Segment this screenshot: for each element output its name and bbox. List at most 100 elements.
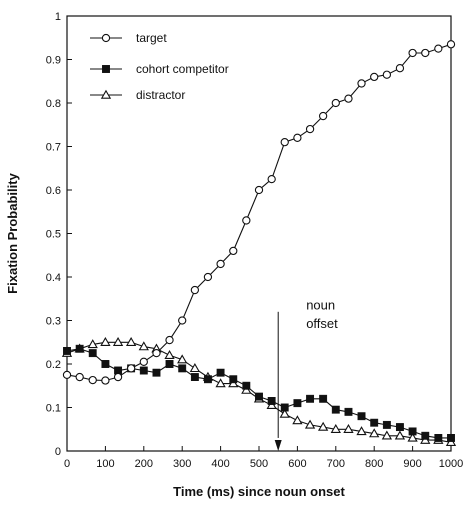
- y-axis-title: Fixation Probability: [5, 172, 20, 293]
- data-point: [189, 363, 201, 373]
- x-tick-label: 600: [288, 458, 306, 470]
- data-point: [382, 420, 391, 429]
- data-point: [138, 341, 149, 351]
- data-point: [382, 70, 392, 79]
- data-point: [216, 368, 225, 377]
- data-point: [242, 381, 251, 390]
- legend-marker: [101, 33, 111, 43]
- data-point: [267, 397, 276, 405]
- y-tick-label: 0.5: [46, 229, 61, 241]
- legend: target cohort competitor distractor: [90, 31, 229, 102]
- data-point: [88, 349, 97, 358]
- legend-label: cohort competitor: [136, 62, 229, 76]
- data-point: [165, 335, 174, 345]
- x-tick-label: 0: [64, 458, 70, 470]
- annotation-noun-label: noun: [306, 298, 335, 313]
- legend-label: distractor: [136, 88, 185, 102]
- x-tick-label: 1000: [439, 458, 463, 470]
- data-point: [203, 272, 213, 282]
- data-point: [254, 185, 264, 195]
- annotation-layer: noun offset: [274, 298, 338, 451]
- data-point: [139, 366, 148, 375]
- y-tick-label: 0.4: [46, 272, 61, 284]
- y-tick-label: 0.7: [46, 142, 61, 154]
- data-point: [369, 428, 380, 438]
- data-point: [165, 360, 174, 368]
- data-point: [394, 430, 406, 440]
- data-point: [88, 375, 97, 385]
- data-point: [408, 427, 417, 436]
- data-point: [62, 370, 72, 380]
- data-point: [421, 48, 430, 58]
- data-point: [215, 378, 226, 388]
- legend-item-cohort-competitor: cohort competitor: [90, 62, 229, 76]
- data-point: [75, 344, 84, 353]
- data-point: [279, 408, 290, 418]
- data-point: [113, 372, 123, 382]
- data-point: [318, 111, 328, 121]
- y-tick-label: 0.2: [46, 359, 61, 371]
- y-tick-label: 0.3: [46, 316, 61, 328]
- data-point: [293, 399, 302, 408]
- data-point: [395, 64, 405, 73]
- data-point: [242, 216, 251, 225]
- data-point: [343, 423, 354, 433]
- data-point: [446, 40, 456, 49]
- data-point: [357, 79, 366, 88]
- series-layer: [61, 40, 457, 447]
- data-point: [75, 372, 84, 382]
- data-point: [330, 423, 341, 433]
- data-point: [177, 354, 188, 364]
- data-point: [304, 419, 316, 429]
- annotation-arrowhead: [274, 440, 282, 451]
- data-point: [319, 394, 328, 403]
- series-line: [66, 341, 452, 443]
- data-point: [100, 336, 111, 346]
- data-point: [63, 347, 71, 355]
- legend-label: target: [136, 31, 167, 45]
- x-tick-label: 200: [135, 458, 153, 470]
- x-tick-label: 900: [403, 458, 421, 470]
- data-point: [331, 405, 340, 414]
- data-point: [87, 339, 98, 349]
- y-tick-label: 0: [55, 446, 61, 458]
- y-tick-label: 0.6: [46, 185, 61, 197]
- data-point: [305, 124, 315, 134]
- x-tick-label: 500: [250, 458, 268, 470]
- data-point: [280, 403, 289, 412]
- x-tick-label: 800: [365, 458, 383, 470]
- data-point: [408, 48, 417, 58]
- data-point: [280, 137, 289, 147]
- data-point: [203, 375, 212, 384]
- data-point: [357, 412, 366, 421]
- data-point: [101, 360, 110, 368]
- legend-item-target: target: [90, 31, 167, 45]
- data-point: [293, 133, 302, 142]
- data-point: [101, 376, 110, 385]
- data-point: [356, 426, 367, 436]
- data-point: [381, 430, 393, 440]
- data-point: [395, 423, 404, 432]
- plot-frame: [66, 15, 452, 452]
- data-point: [344, 94, 353, 103]
- data-point: [407, 432, 418, 442]
- data-point: [331, 98, 340, 108]
- legend-item-distractor: distractor: [90, 88, 185, 102]
- data-point: [229, 375, 238, 384]
- data-point: [190, 285, 200, 295]
- data-point: [306, 394, 315, 403]
- data-point: [421, 431, 430, 440]
- annotation-offset-label: offset: [306, 316, 338, 331]
- data-point: [152, 368, 161, 377]
- data-point: [229, 246, 238, 256]
- data-point: [125, 336, 137, 346]
- y-tick-label: 1: [55, 11, 61, 23]
- data-point: [344, 407, 353, 416]
- x-axis-title: Time (ms) since noun onset: [173, 484, 345, 499]
- series-cohort-competitor: [63, 344, 455, 442]
- data-point: [126, 364, 136, 373]
- series-target: [62, 40, 456, 385]
- data-point: [317, 421, 329, 431]
